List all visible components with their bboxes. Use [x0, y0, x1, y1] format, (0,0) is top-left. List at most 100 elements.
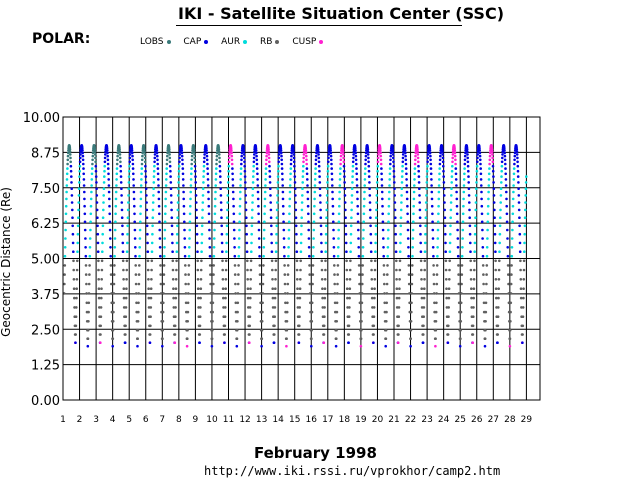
data-point	[457, 273, 460, 276]
data-point	[186, 301, 190, 305]
data-point	[217, 150, 221, 153]
data-point	[480, 220, 484, 224]
data-point	[107, 167, 110, 170]
data-point	[449, 208, 453, 212]
data-point	[342, 156, 345, 160]
data-point	[318, 194, 322, 197]
x-tick-label: 7	[159, 415, 165, 425]
data-point	[339, 151, 343, 155]
data-point	[426, 160, 429, 164]
data-point	[395, 296, 399, 300]
data-point	[120, 216, 124, 219]
data-point	[357, 246, 361, 249]
data-point	[144, 169, 147, 173]
data-point	[136, 344, 139, 348]
data-point	[482, 273, 485, 276]
data-point	[157, 184, 160, 187]
data-point	[368, 187, 371, 190]
data-point	[360, 310, 364, 314]
data-point	[411, 254, 414, 258]
data-point	[258, 254, 261, 258]
data-point	[156, 154, 159, 158]
data-point	[337, 212, 341, 216]
data-point	[324, 241, 328, 245]
data-point	[175, 268, 178, 272]
data-point	[294, 224, 298, 228]
data-point	[97, 287, 101, 291]
data-point	[225, 241, 228, 245]
data-point	[148, 333, 152, 336]
data-point	[202, 164, 206, 168]
data-point	[484, 328, 487, 332]
data-point	[406, 204, 409, 208]
data-point	[213, 204, 217, 208]
data-point	[516, 156, 519, 160]
data-point	[444, 241, 447, 245]
data-point	[147, 278, 150, 281]
data-point	[299, 259, 303, 263]
data-point	[219, 187, 222, 190]
data-point	[338, 172, 342, 176]
data-point	[247, 306, 250, 309]
data-point	[85, 301, 89, 305]
data-point	[517, 201, 521, 204]
data-point	[499, 216, 502, 219]
data-point	[127, 181, 131, 184]
data-point	[239, 167, 243, 170]
data-point	[516, 160, 519, 164]
data-point	[385, 301, 389, 305]
data-point	[75, 306, 78, 309]
data-point	[77, 194, 81, 197]
data-point	[354, 151, 358, 155]
data-point	[507, 292, 511, 295]
data-point	[509, 282, 513, 286]
data-point	[491, 160, 495, 164]
y-tick-label: 2.50	[31, 323, 60, 338]
data-point	[497, 268, 501, 272]
data-point	[492, 201, 496, 204]
data-point	[271, 268, 274, 272]
data-point	[84, 246, 87, 249]
data-point	[370, 278, 374, 281]
data-point	[393, 201, 397, 204]
data-point	[444, 268, 448, 272]
data-point	[430, 204, 434, 208]
data-point	[449, 232, 452, 236]
data-point	[212, 273, 215, 276]
data-point	[438, 162, 442, 166]
data-point	[522, 259, 526, 263]
data-point	[149, 306, 153, 309]
data-point	[451, 153, 455, 156]
data-point	[269, 208, 273, 212]
data-point	[182, 204, 186, 208]
data-point	[193, 160, 197, 164]
data-point	[394, 241, 398, 245]
data-point	[331, 204, 335, 208]
data-point	[493, 224, 497, 228]
data-point	[523, 224, 527, 228]
data-point	[202, 160, 206, 164]
data-point	[459, 337, 462, 341]
data-point	[400, 175, 404, 178]
data-point	[135, 301, 138, 305]
data-point	[451, 160, 454, 164]
data-point	[166, 154, 169, 158]
data-point	[218, 153, 221, 156]
data-point	[517, 194, 521, 197]
data-point	[472, 278, 476, 281]
data-point	[418, 216, 422, 219]
data-point	[387, 228, 390, 232]
data-point	[293, 187, 297, 190]
data-point	[187, 282, 190, 286]
data-point	[425, 169, 429, 173]
data-point	[153, 156, 157, 160]
data-point	[379, 158, 383, 162]
data-point	[479, 178, 483, 181]
data-point	[478, 151, 482, 155]
data-point	[368, 208, 372, 212]
data-point	[435, 292, 438, 295]
data-point	[230, 151, 233, 155]
data-point	[84, 237, 87, 240]
data-point	[111, 320, 115, 323]
data-point	[518, 241, 522, 245]
